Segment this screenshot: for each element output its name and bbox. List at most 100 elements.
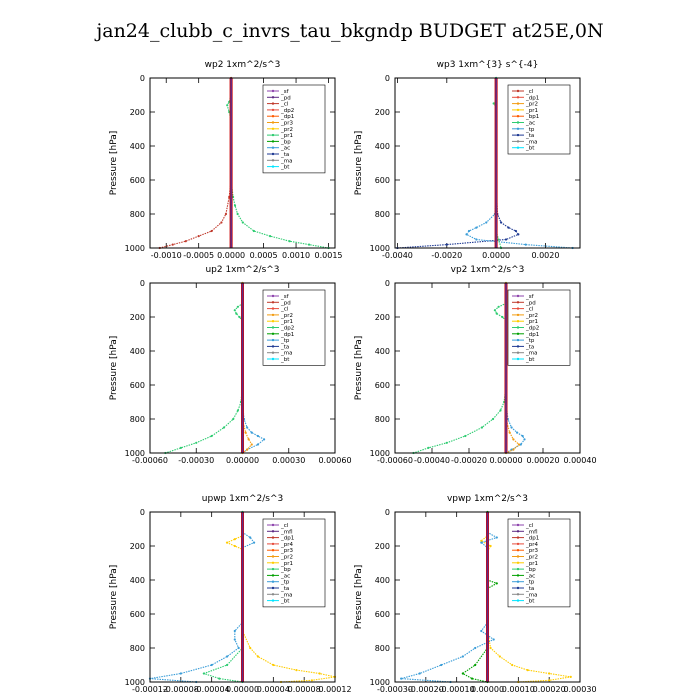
series-line (225, 512, 336, 683)
legend-label: _bt (280, 357, 290, 363)
legend-label: _cl (525, 523, 534, 529)
legend-marker (516, 102, 520, 105)
legend-marker (271, 536, 275, 539)
x-tick-label: -0.00010 (439, 685, 475, 694)
legend-marker (516, 530, 520, 533)
series-line (202, 512, 244, 683)
legend-marker (516, 127, 520, 130)
series-point (246, 426, 249, 429)
series-point (495, 312, 498, 315)
series-point (400, 677, 403, 680)
legend-label: _pr2 (525, 102, 538, 108)
legend-marker (271, 555, 275, 558)
series-point (220, 221, 223, 224)
series-point (465, 233, 468, 236)
legend-marker (271, 301, 275, 304)
y-tick-label: 0 (140, 279, 145, 288)
legend-label: _ma (280, 592, 292, 598)
legend-label: _pr1 (525, 319, 538, 325)
y-tick-label: 1000 (370, 678, 390, 687)
legend-marker (271, 108, 275, 112)
series-point (474, 646, 477, 650)
series-point (489, 646, 492, 650)
y-tick-label: 0 (385, 508, 390, 517)
series-point (237, 646, 240, 650)
x-tick-label: -0.00060 (132, 456, 168, 465)
series-point (495, 582, 498, 585)
legend-marker (516, 294, 520, 298)
series-point (252, 229, 255, 233)
legend-marker (271, 593, 275, 596)
legend-label: _pd (280, 300, 291, 306)
y-tick-label: 600 (375, 610, 390, 619)
legend-label: _dp2 (280, 108, 294, 114)
plot-frame (394, 511, 581, 683)
y-tick-label: 800 (375, 644, 390, 653)
legend-label: _bt (280, 599, 290, 605)
y-tick-label: 800 (375, 415, 390, 424)
x-tick-label: 0.00000 (471, 685, 504, 694)
legend-marker (271, 332, 275, 335)
series-point (467, 229, 471, 233)
legend-label: _ma (280, 351, 292, 357)
legend-label: _dp1 (280, 332, 294, 338)
series-point (210, 229, 213, 233)
y-tick-label: 1000 (370, 449, 390, 458)
series-point (171, 243, 174, 246)
legend-marker (516, 320, 520, 323)
series-point (492, 102, 495, 105)
legend-label: _pr1 (280, 561, 293, 567)
series-point (233, 538, 236, 541)
legend-marker (516, 133, 520, 137)
series-point (179, 446, 182, 449)
y-tick-label: 400 (375, 576, 390, 585)
series-point (241, 221, 244, 224)
panel-1: wp2 1xm^2/s^3 Pressure [hPa] 0 200 400 600 800… (109, 60, 343, 260)
legend-label: _cl (280, 307, 289, 313)
legend-label: _pr3 (525, 548, 539, 554)
series-point (475, 226, 478, 229)
y-tick-label: 1000 (125, 449, 145, 458)
series-point (445, 441, 448, 444)
legend-marker (271, 357, 275, 361)
series-point (272, 663, 275, 667)
series-point (517, 443, 521, 446)
series-point (244, 431, 247, 434)
legend-label: _pr2 (280, 313, 293, 319)
y-tick-label: 800 (375, 210, 390, 219)
legend-label: _bp (525, 567, 536, 573)
series-point (288, 240, 291, 243)
legend-label: _cl (525, 89, 534, 95)
legend-label: _pr2 (525, 555, 538, 561)
series-point (250, 431, 253, 434)
legend-marker (271, 586, 275, 590)
panel-title: vp2 1xm^2/s^3 (451, 265, 525, 275)
legend-label: _pr1 (525, 561, 538, 567)
series-point (310, 679, 313, 682)
x-tick-label: -0.00040 (414, 456, 450, 465)
y-tick-label: 400 (375, 142, 390, 151)
series-point (501, 315, 504, 319)
series-point (249, 536, 252, 539)
legend-marker (271, 165, 275, 168)
series-point (256, 443, 260, 446)
legend-label: _cl (525, 307, 534, 313)
legend-marker (516, 555, 520, 558)
legend-marker (271, 102, 275, 105)
y-tick-label: 200 (375, 313, 390, 322)
y-axis-label: Pressure [hPa] (109, 131, 119, 196)
legend-marker (516, 586, 520, 590)
series-point (224, 212, 228, 216)
x-tick-label: 0.00030 (272, 456, 305, 465)
series-point (497, 238, 500, 241)
series-point (226, 104, 229, 107)
legend-label: _dp1 (525, 536, 539, 542)
legend-label: _dp2 (525, 326, 539, 332)
legend-label: _dp1 (525, 332, 539, 338)
legend-marker (271, 152, 275, 156)
legend-label: _ta (280, 152, 289, 158)
y-tick-label: 400 (130, 576, 145, 585)
series-point (445, 243, 448, 246)
series-point (498, 655, 501, 658)
series-point (307, 243, 311, 246)
